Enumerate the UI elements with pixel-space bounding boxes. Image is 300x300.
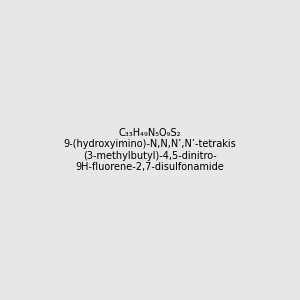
Text: C₃₃H₄₉N₅O₉S₂
9-(hydroxyimino)-N,N,N’,N’-tetrakis
(3-methylbutyl)-4,5-dinitro-
9H: C₃₃H₄₉N₅O₉S₂ 9-(hydroxyimino)-N,N,N’,N’-… [64, 128, 236, 172]
